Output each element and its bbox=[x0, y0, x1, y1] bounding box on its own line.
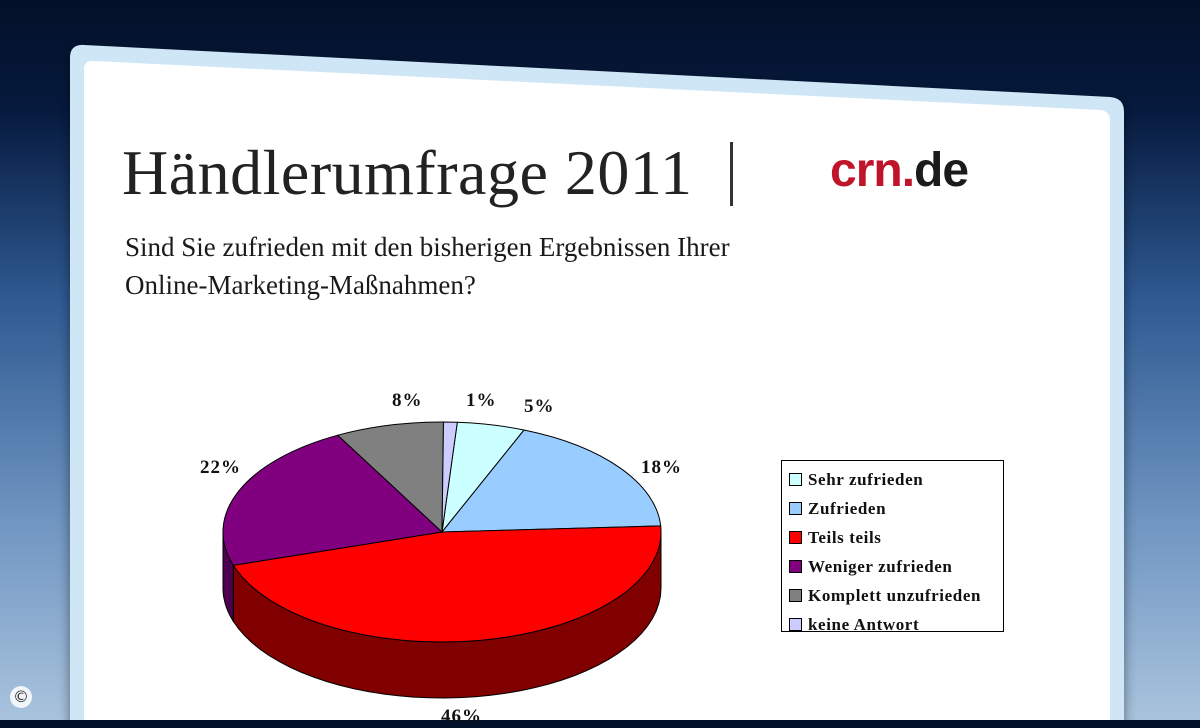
copyright-icon: © bbox=[10, 686, 32, 708]
legend-item: keine Antwort bbox=[782, 610, 1003, 639]
question-line-1: Sind Sie zufrieden mit den bisherigen Er… bbox=[125, 232, 730, 262]
legend-label: Teils teils bbox=[808, 527, 882, 547]
question-line-2: Online-Marketing-Maßnahmen? bbox=[125, 270, 476, 300]
pie-slice-teils-teils bbox=[232, 525, 662, 643]
legend-item: Sehr zufrieden bbox=[782, 465, 1003, 494]
data-label-weniger-zufrieden: 22% bbox=[200, 457, 241, 478]
pie-slice-keine-antwort bbox=[441, 421, 458, 533]
data-label-komplett-unzufrieden: 8% bbox=[392, 390, 423, 411]
logo-tld: de bbox=[914, 144, 969, 197]
legend-label: Zufrieden bbox=[808, 498, 887, 518]
legend-label: Komplett unzufrieden bbox=[808, 585, 982, 605]
legend-label: Sehr zufrieden bbox=[808, 469, 924, 489]
legend-label: keine Antwort bbox=[808, 614, 920, 634]
legend-swatch bbox=[789, 560, 802, 573]
pie-slice-komplett-unzufrieden bbox=[336, 421, 445, 534]
title-separator bbox=[730, 142, 733, 206]
legend-item: Zufrieden bbox=[782, 494, 1003, 523]
crn-logo: crn.de bbox=[830, 143, 969, 198]
legend-item: Komplett unzufrieden bbox=[782, 581, 1003, 610]
pie-slice-weniger-zufrieden bbox=[222, 434, 444, 566]
data-label-zufrieden: 18% bbox=[641, 457, 682, 478]
legend-label: Weniger zufrieden bbox=[808, 556, 953, 576]
legend-swatch bbox=[789, 473, 802, 486]
legend-swatch bbox=[789, 531, 802, 544]
legend-swatch bbox=[789, 589, 802, 602]
legend-item: Teils teils bbox=[782, 523, 1003, 552]
legend-swatch bbox=[789, 502, 802, 515]
data-label-keine-antwort: 1% bbox=[466, 390, 497, 411]
survey-question: Sind Sie zufrieden mit den bisherigen Er… bbox=[125, 228, 730, 304]
pie-slice-zufrieden bbox=[440, 429, 662, 533]
page-title: Händlerumfrage 2011 bbox=[122, 137, 693, 208]
chart-legend: Sehr zufrieden Zufrieden Teils teils Wenige… bbox=[781, 460, 1004, 634]
legend-swatch bbox=[789, 618, 802, 631]
legend-item: Weniger zufrieden bbox=[782, 552, 1003, 581]
data-label-teils-teils: 46% bbox=[441, 706, 482, 727]
data-label-sehr-zufrieden: 5% bbox=[524, 396, 555, 417]
logo-main: crn. bbox=[830, 144, 915, 197]
